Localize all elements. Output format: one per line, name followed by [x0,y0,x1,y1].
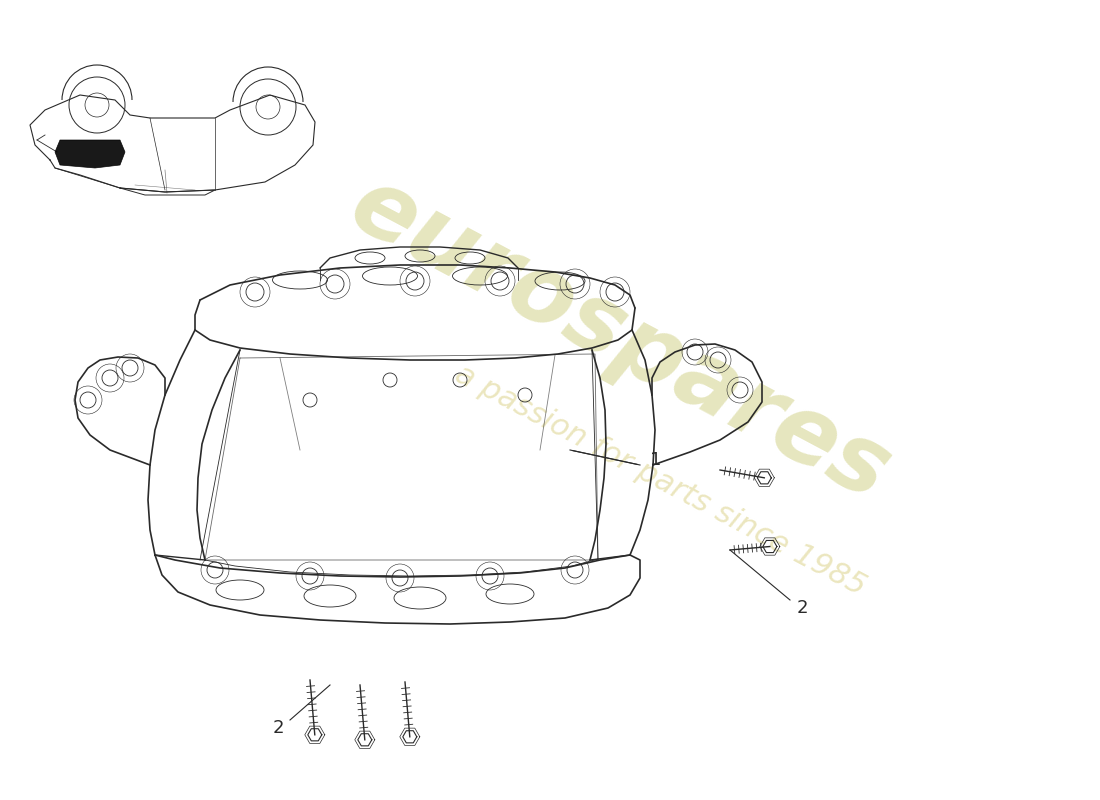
Text: eurospares: eurospares [334,159,905,521]
Text: a passion for parts since 1985: a passion for parts since 1985 [450,359,870,601]
Polygon shape [55,140,125,168]
Text: 2: 2 [796,599,807,617]
Text: 2: 2 [273,719,284,737]
Text: 1: 1 [650,451,661,469]
